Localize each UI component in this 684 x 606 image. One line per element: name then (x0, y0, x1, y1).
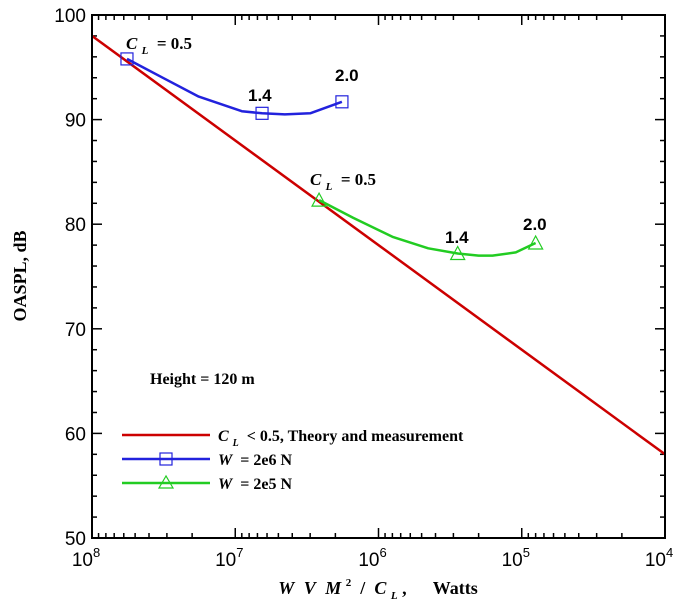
x-axis-title-v: V (304, 578, 318, 598)
y-tick-label: 70 (65, 320, 86, 341)
legend-marker-square (159, 452, 173, 466)
y-tick-label: 90 (65, 111, 86, 132)
green-cl-label: C L = 0.5 (310, 170, 376, 194)
legend-2e6-var: W (218, 452, 234, 469)
x-axis-title-w: W (278, 578, 296, 598)
square-marker (255, 106, 269, 120)
blue-cl-label: C L = 0.5 (126, 34, 192, 58)
legend-2e5-rest: = 2e5 N (236, 476, 292, 493)
legend-label-2e5: W = 2e5 N (218, 476, 292, 493)
series-layer (91, 34, 666, 456)
series-line-0 (91, 34, 666, 456)
x-tick-label: 106 (358, 545, 386, 571)
blue-1-4-label: 1.4 (248, 86, 272, 105)
blue-2-0-label: 2.0 (335, 66, 359, 85)
x-tick-label: 105 (502, 545, 530, 571)
x-tick-base: 10 (72, 550, 93, 571)
x-tick-exponent: 8 (93, 545, 100, 560)
y-tick-label: 60 (65, 424, 86, 445)
legend-theory-rest: < 0.5, Theory and measurement (243, 428, 464, 445)
series-line-1 (126, 57, 343, 116)
x-axis-title: W V M 2 / C L , Watts (278, 570, 478, 603)
x-tick-exponent: 6 (379, 545, 386, 560)
triangle-marker (311, 191, 328, 207)
x-tick-label: 104 (645, 545, 673, 571)
x-tick-label: 107 (215, 545, 243, 571)
x-tick-base: 10 (502, 550, 523, 571)
x-axis-title-m: M (324, 578, 342, 598)
square-marker (335, 95, 349, 109)
legend-label-2e6: W = 2e6 N (218, 452, 292, 469)
blue-cl-c: C (126, 34, 138, 53)
x-tick-exponent: 5 (523, 545, 530, 560)
x-tick-base: 10 (215, 550, 236, 571)
y-tick-label: 80 (65, 215, 86, 236)
legend-2e5-var: W (218, 476, 234, 493)
triangle-marker (527, 234, 544, 250)
x-axis-title-tail: , (402, 578, 407, 598)
green-1-4-label: 1.4 (445, 228, 469, 247)
green-cl-c: C (310, 170, 322, 189)
height-annotation: Height = 120 m (150, 371, 255, 388)
legend-theory-sub: L (232, 438, 239, 449)
legend: C L < 0.5, Theory and measurement W = 2e… (122, 428, 464, 493)
x-axis-title-sup: 2 (346, 577, 352, 589)
y-tick-label: 50 (65, 529, 86, 550)
x-tick-base: 10 (645, 550, 666, 571)
x-axis-title-slash: / (356, 578, 370, 598)
series-line-2 (318, 198, 537, 257)
legend-theory-c: C (218, 428, 229, 445)
green-cl-value: = 0.5 (337, 170, 376, 189)
x-axis-title-c: C (374, 578, 387, 598)
legend-marker-triangle (157, 474, 175, 489)
blue-cl-sub: L (141, 45, 149, 57)
y-tick-label: 100 (54, 6, 86, 27)
triangle-marker (449, 245, 466, 261)
x-tick-exponent: 4 (666, 545, 673, 560)
plot-frame (91, 14, 666, 539)
green-2-0-label: 2.0 (523, 215, 547, 234)
blue-cl-value: = 0.5 (153, 34, 192, 53)
x-axis-title-units: Watts (433, 578, 478, 598)
y-axis-title: OASPL, dB (10, 230, 30, 321)
x-tick-base: 10 (358, 550, 379, 571)
legend-2e6-rest: = 2e6 N (236, 452, 292, 469)
green-cl-sub: L (325, 181, 333, 193)
legend-label-theory: C L < 0.5, Theory and measurement (218, 428, 464, 450)
x-tick-exponent: 7 (236, 545, 243, 560)
x-axis-title-sub: L (390, 590, 398, 602)
x-tick-label: 108 (72, 545, 100, 571)
square-marker (120, 52, 134, 66)
